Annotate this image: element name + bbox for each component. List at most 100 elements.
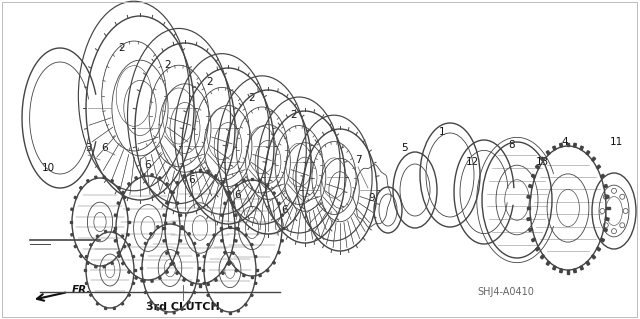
Text: 13: 13 [536, 157, 548, 167]
Polygon shape [580, 266, 583, 270]
Polygon shape [170, 190, 173, 194]
Text: SHJ4-A0410: SHJ4-A0410 [477, 287, 534, 297]
Polygon shape [237, 310, 239, 312]
Polygon shape [134, 269, 136, 271]
Polygon shape [529, 228, 532, 232]
Polygon shape [188, 233, 191, 235]
Polygon shape [198, 267, 200, 269]
Polygon shape [214, 278, 218, 281]
Polygon shape [573, 143, 577, 147]
Polygon shape [85, 282, 88, 285]
Polygon shape [221, 271, 225, 275]
Polygon shape [96, 235, 99, 238]
Polygon shape [596, 247, 600, 251]
Polygon shape [250, 243, 253, 246]
Polygon shape [144, 291, 147, 294]
Polygon shape [121, 235, 124, 238]
Text: 2: 2 [164, 60, 172, 70]
Polygon shape [207, 282, 209, 286]
Polygon shape [278, 202, 280, 205]
Polygon shape [220, 227, 222, 229]
Polygon shape [228, 261, 232, 264]
Text: 3: 3 [84, 143, 92, 153]
Polygon shape [273, 261, 275, 264]
Polygon shape [202, 269, 204, 271]
Polygon shape [132, 282, 135, 285]
Polygon shape [529, 184, 532, 188]
Polygon shape [278, 251, 280, 254]
Polygon shape [141, 279, 143, 282]
Text: 2: 2 [291, 110, 298, 120]
Polygon shape [193, 291, 196, 294]
Polygon shape [122, 262, 125, 265]
Polygon shape [250, 294, 253, 297]
Polygon shape [165, 222, 167, 225]
Polygon shape [135, 177, 138, 180]
Polygon shape [179, 240, 182, 242]
Polygon shape [143, 174, 145, 176]
Polygon shape [74, 196, 77, 199]
Polygon shape [221, 214, 223, 217]
Polygon shape [85, 256, 88, 258]
Polygon shape [553, 146, 556, 150]
Polygon shape [86, 180, 89, 182]
Polygon shape [151, 279, 153, 282]
Polygon shape [540, 157, 545, 161]
Polygon shape [223, 202, 227, 205]
Polygon shape [237, 228, 239, 230]
Polygon shape [221, 240, 223, 242]
Polygon shape [223, 251, 227, 254]
Polygon shape [605, 218, 609, 220]
Polygon shape [243, 274, 245, 277]
Polygon shape [536, 165, 540, 169]
Text: 2: 2 [207, 77, 213, 87]
Text: 11: 11 [609, 137, 623, 147]
Polygon shape [71, 208, 74, 211]
Polygon shape [181, 308, 184, 310]
Polygon shape [165, 182, 168, 186]
Polygon shape [227, 262, 230, 265]
Polygon shape [567, 270, 569, 273]
Polygon shape [176, 251, 179, 254]
Polygon shape [135, 276, 138, 279]
Polygon shape [176, 202, 179, 205]
Polygon shape [79, 255, 83, 257]
Polygon shape [188, 301, 191, 303]
Polygon shape [604, 228, 607, 232]
Polygon shape [251, 276, 253, 278]
Polygon shape [266, 269, 269, 272]
Polygon shape [235, 227, 238, 229]
Polygon shape [199, 169, 201, 172]
Polygon shape [600, 238, 605, 242]
Polygon shape [606, 207, 609, 209]
Polygon shape [159, 276, 161, 279]
Polygon shape [121, 302, 124, 305]
Polygon shape [193, 242, 196, 245]
Polygon shape [170, 262, 173, 265]
Polygon shape [229, 226, 231, 228]
Polygon shape [527, 218, 531, 220]
Polygon shape [199, 284, 201, 287]
Polygon shape [213, 234, 216, 237]
Text: FR.: FR. [72, 285, 92, 295]
Text: 6: 6 [102, 143, 108, 153]
Polygon shape [180, 227, 182, 229]
Polygon shape [182, 278, 186, 281]
Polygon shape [255, 282, 257, 285]
Polygon shape [221, 182, 225, 185]
Polygon shape [536, 247, 540, 251]
Polygon shape [95, 176, 97, 179]
Polygon shape [166, 251, 169, 255]
Polygon shape [79, 186, 83, 189]
Polygon shape [157, 308, 159, 310]
Polygon shape [235, 269, 238, 272]
Polygon shape [207, 294, 209, 297]
Polygon shape [234, 214, 237, 217]
Polygon shape [573, 269, 577, 273]
Polygon shape [151, 174, 153, 176]
Polygon shape [540, 255, 545, 259]
Polygon shape [159, 177, 161, 180]
Polygon shape [281, 240, 284, 242]
Polygon shape [234, 240, 237, 242]
Polygon shape [531, 238, 536, 242]
